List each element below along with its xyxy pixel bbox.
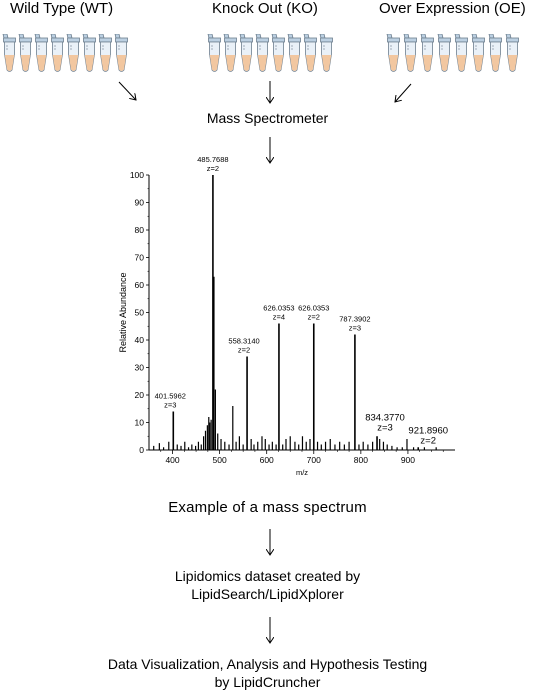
peak-label: 401.5962 — [155, 392, 186, 401]
tube-icon — [50, 33, 65, 79]
analysis-line-2: by LipidCruncher — [214, 674, 321, 690]
mass-spectrometer-label: Mass Spectrometer — [206, 110, 329, 126]
tube-icon — [66, 33, 81, 79]
mass-spectrum-chart: 0 10 20 30 40 50 60 70 80 90 100 400 500 600 700 800 900… — [118, 155, 455, 476]
arrow-wt-to-ms — [118, 81, 136, 100]
tube-icon — [98, 33, 113, 79]
y-tick-label: 40 — [135, 335, 145, 345]
y-tick-label: 100 — [130, 170, 144, 180]
peak-label: 626.0353 — [298, 304, 329, 313]
y-axis-label: Relative Abundance — [118, 272, 128, 352]
y-tick-label: 90 — [135, 198, 145, 208]
x-axis-label: m/z — [296, 468, 308, 476]
peak-charge-label: z=3 — [377, 422, 393, 433]
tube-icon — [82, 33, 97, 79]
y-tick-label: 50 — [135, 308, 145, 318]
peak-charge-label: z=2 — [238, 346, 250, 355]
dataset-line-1: Lipidomics dataset created by — [174, 568, 361, 584]
analysis-line-1: Data Visualization, Analysis and Hypothe… — [107, 656, 428, 672]
tube-icon — [34, 33, 49, 79]
peak-charge-label: z=3 — [349, 324, 361, 333]
peak-charge-label: z=2 — [308, 313, 320, 322]
y-tick-label: 0 — [139, 445, 144, 455]
y-tick-label: 10 — [135, 418, 145, 428]
tube-icon — [437, 33, 452, 79]
x-tick-label: 900 — [401, 455, 415, 465]
tube-icon — [271, 33, 286, 79]
peak-charge-label: z=3 — [164, 401, 176, 410]
arrow-oe-to-ms — [395, 83, 412, 102]
group-label-oe: Over Expression (OE) — [379, 0, 526, 17]
x-tick-label: 400 — [165, 455, 179, 465]
group-label-ko: Knock Out (KO) — [212, 0, 318, 17]
tube-row-ko — [207, 33, 337, 74]
x-tick-label: 600 — [260, 455, 274, 465]
x-tick-label: 800 — [354, 455, 368, 465]
bottom-arrows — [0, 529, 535, 650]
peak-charge-label: z=4 — [273, 313, 285, 322]
peak-charge-label: z=2 — [207, 164, 219, 173]
top-arrows — [118, 81, 412, 180]
tube-icon — [18, 33, 33, 79]
peak-label: 834.3770 — [365, 412, 405, 423]
tube-icon — [114, 33, 129, 79]
group-label-wt: Wild Type (WT) — [10, 0, 114, 17]
tube-icon — [403, 33, 418, 79]
tube-icon — [255, 33, 270, 79]
analysis-label: Data Visualization, Analysis and Hypothe… — [0, 655, 535, 691]
tube-icon — [2, 33, 17, 79]
y-tick-label: 80 — [135, 225, 145, 235]
peak-label: 787.3902 — [339, 315, 370, 324]
peak-label: 485.7688 — [197, 155, 228, 164]
tube-icon — [239, 33, 254, 79]
tube-icon — [319, 33, 334, 79]
tube-row-wt — [2, 33, 132, 74]
tube-icon — [303, 33, 318, 79]
tube-icon — [488, 33, 503, 79]
y-tick-label: 60 — [135, 280, 145, 290]
dataset-line-2: LipidSearch/LipidXplorer — [191, 586, 344, 602]
peak-label: 558.3140 — [228, 337, 259, 346]
spectrum-caption: Example of a mass spectrum — [168, 499, 367, 516]
tube-icon — [505, 33, 520, 79]
x-tick-label: 700 — [307, 455, 321, 465]
tube-icon — [386, 33, 401, 79]
peak-charge-label: z=2 — [420, 435, 436, 446]
tube-row-oe — [386, 33, 526, 74]
tube-icon — [420, 33, 435, 79]
y-tick-label: 20 — [135, 390, 145, 400]
peak-label: 921.8960 — [408, 425, 448, 436]
tube-icon — [207, 33, 222, 79]
x-tick-label: 500 — [213, 455, 227, 465]
y-tick-label: 30 — [135, 363, 145, 373]
tube-icon — [287, 33, 302, 79]
tube-icon — [471, 33, 486, 79]
y-tick-label: 70 — [135, 253, 145, 263]
peak-label: 626.0353 — [263, 304, 294, 313]
tube-icon — [454, 33, 469, 79]
tube-icon — [223, 33, 238, 79]
dataset-label: Lipidomics dataset created by LipidSearc… — [0, 567, 535, 603]
